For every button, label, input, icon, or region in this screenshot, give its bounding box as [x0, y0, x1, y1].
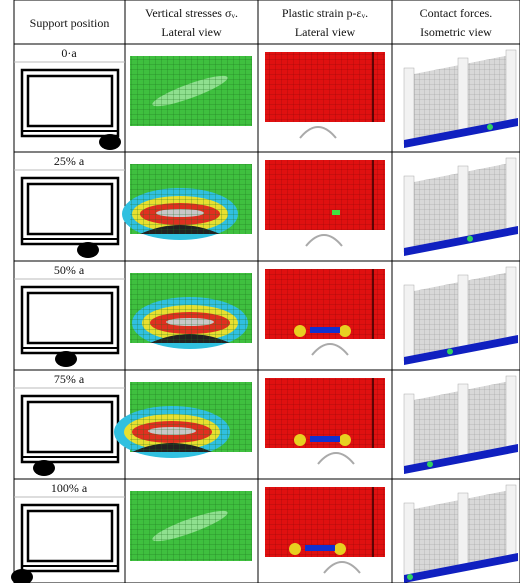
support — [77, 242, 99, 258]
support-arch — [312, 344, 348, 355]
iso-contact — [407, 574, 413, 580]
iso-post — [506, 485, 516, 559]
iso-post — [506, 376, 516, 450]
strain-mesh — [265, 52, 385, 122]
row-label: 75% a — [54, 372, 85, 386]
iso-contact — [447, 349, 453, 355]
table-row: 0·a — [14, 46, 518, 150]
iso-post — [506, 267, 516, 341]
strain-spot — [334, 543, 346, 555]
strain-spot — [310, 327, 340, 333]
column-header: Vertical stresses σᵥ. — [145, 6, 238, 20]
support-arch — [306, 235, 342, 246]
table-row: 100% a — [11, 481, 518, 583]
figure-table: Support position Vertical stresses σᵥ. Lat… — [0, 0, 520, 583]
table-content: Support position Vertical stresses σᵥ. Lat… — [11, 6, 518, 583]
iso-post — [506, 158, 516, 232]
strain-mesh — [265, 160, 385, 230]
iso-post — [404, 176, 414, 252]
frame-inner — [28, 511, 112, 561]
frame-inner — [28, 76, 112, 126]
support — [99, 134, 121, 150]
strain-spot — [339, 325, 351, 337]
strain-spot — [294, 434, 306, 446]
stress-mesh — [130, 273, 252, 343]
strain-spot — [289, 543, 301, 555]
support-arch — [300, 127, 336, 138]
stress-mesh — [130, 164, 252, 234]
support-arch — [324, 562, 360, 573]
table-row: 50% a — [14, 263, 518, 367]
iso-post — [404, 394, 414, 470]
frame-inner — [28, 184, 112, 234]
frame-inner — [28, 293, 112, 343]
row-label: 50% a — [54, 263, 85, 277]
table-row: 75% a — [14, 372, 518, 476]
column-header: Plastic strain p-εᵥ. — [282, 6, 368, 20]
support — [55, 351, 77, 367]
stress-mesh — [130, 382, 252, 452]
iso-contact — [427, 461, 433, 467]
column-header: Contact forces. — [420, 6, 493, 20]
iso-post — [404, 503, 414, 579]
iso-post — [458, 493, 468, 569]
iso-post — [458, 166, 468, 242]
column-header: Lateral view — [161, 25, 222, 39]
iso-post — [506, 50, 516, 124]
stress-mesh — [130, 56, 252, 126]
iso-post — [458, 275, 468, 351]
iso-contact — [467, 236, 473, 242]
stress-mesh — [130, 491, 252, 561]
strain-spot — [339, 434, 351, 446]
strain-spot — [310, 436, 340, 442]
row-label: 0·a — [61, 46, 77, 60]
row-label: 25% a — [54, 154, 85, 168]
page: Support position Vertical stresses σᵥ. Lat… — [0, 0, 520, 583]
iso-contact — [487, 124, 493, 130]
support — [33, 460, 55, 476]
column-header: Lateral view — [295, 25, 356, 39]
strain-spot — [305, 545, 335, 551]
strain-spot — [332, 210, 340, 215]
column-header: Isometric view — [420, 25, 492, 39]
column-header: Support position — [30, 16, 110, 30]
iso-post — [404, 285, 414, 361]
table-row: 25% a — [14, 154, 518, 258]
iso-post — [458, 384, 468, 460]
row-label: 100% a — [51, 481, 88, 495]
iso-post — [458, 58, 468, 134]
iso-post — [404, 68, 414, 144]
frame-inner — [28, 402, 112, 452]
support-arch — [318, 453, 354, 464]
strain-spot — [294, 325, 306, 337]
